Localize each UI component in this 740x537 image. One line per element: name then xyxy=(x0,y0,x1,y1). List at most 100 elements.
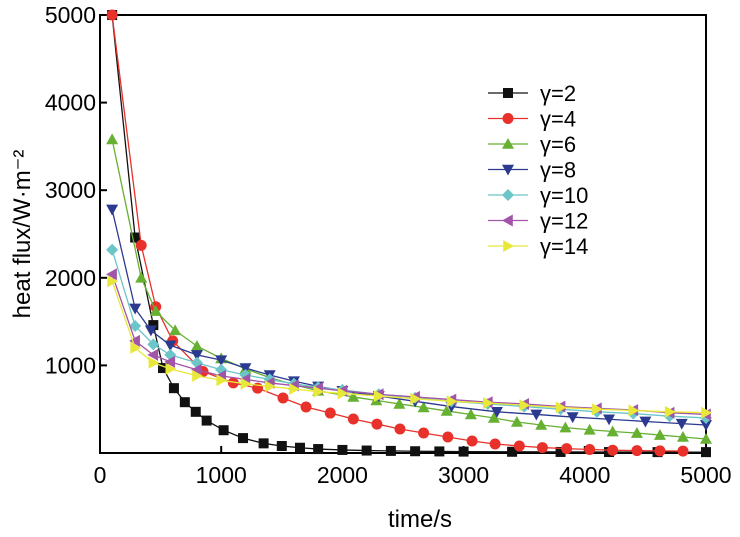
data-point xyxy=(440,404,453,416)
series-line xyxy=(111,281,707,414)
x-tick-label: 4000 xyxy=(559,462,610,488)
data-point xyxy=(347,390,360,402)
data-point xyxy=(135,239,147,251)
legend-marker xyxy=(503,240,514,252)
data-point xyxy=(394,423,406,435)
legend-label: γ=8 xyxy=(540,158,576,183)
data-point xyxy=(701,406,712,419)
data-point xyxy=(135,271,148,283)
legend-item: γ=6 xyxy=(488,132,576,157)
data-point xyxy=(264,380,276,393)
data-point xyxy=(129,303,142,315)
data-point xyxy=(490,407,503,418)
series-line xyxy=(111,14,706,453)
x-tick-label: 3000 xyxy=(438,462,489,488)
data-point xyxy=(566,412,579,424)
data-point xyxy=(530,409,543,421)
legend-marker xyxy=(502,164,514,176)
data-point xyxy=(519,399,531,412)
data-point xyxy=(675,418,688,430)
data-point xyxy=(583,423,596,435)
data-point xyxy=(483,397,494,410)
legend-item: γ=2 xyxy=(488,81,576,106)
series-group xyxy=(106,9,712,458)
data-point xyxy=(148,356,160,369)
data-point xyxy=(417,401,430,413)
data-point xyxy=(106,243,119,256)
data-point xyxy=(227,377,239,389)
data-point xyxy=(276,440,287,451)
legend-item: γ=14 xyxy=(488,234,588,259)
data-point xyxy=(555,401,567,414)
x-axis-label: time/s xyxy=(388,506,452,532)
data-point xyxy=(373,390,385,403)
data-point xyxy=(337,444,348,455)
data-point xyxy=(164,340,177,352)
data-point xyxy=(676,430,689,442)
data-point xyxy=(700,420,712,431)
data-point xyxy=(559,421,572,433)
data-point xyxy=(258,438,269,449)
data-point xyxy=(393,397,406,409)
data-point xyxy=(464,408,477,420)
y-tick-label: 1000 xyxy=(45,352,96,378)
data-point xyxy=(313,385,325,398)
data-point xyxy=(371,418,383,430)
data-point xyxy=(631,445,643,457)
data-point xyxy=(561,443,573,455)
data-point xyxy=(628,404,640,417)
plot-frame xyxy=(99,14,707,454)
series-6 xyxy=(106,133,712,444)
data-point xyxy=(555,446,566,457)
y-tick-label: 3000 xyxy=(45,177,96,203)
data-point xyxy=(347,413,359,425)
legend-item: γ=12 xyxy=(488,209,588,234)
data-point xyxy=(536,442,548,454)
data-point xyxy=(239,363,252,375)
data-point xyxy=(190,340,203,351)
data-point xyxy=(190,363,202,376)
data-point xyxy=(149,305,162,316)
data-point xyxy=(218,425,229,436)
data-point xyxy=(466,435,478,447)
legend-label: γ=10 xyxy=(540,183,588,208)
data-point xyxy=(148,320,159,331)
data-point xyxy=(130,232,141,243)
data-point xyxy=(434,446,445,457)
data-point xyxy=(324,407,336,419)
series-14 xyxy=(107,275,712,419)
data-point xyxy=(654,445,666,457)
data-point xyxy=(201,415,212,426)
data-point xyxy=(238,433,249,444)
data-point xyxy=(106,204,119,216)
data-point xyxy=(165,362,177,375)
data-point xyxy=(168,383,179,394)
legend-label: γ=6 xyxy=(540,132,576,157)
data-point xyxy=(385,445,396,456)
data-point xyxy=(289,383,300,396)
x-tick-label: 1000 xyxy=(196,462,247,488)
data-point xyxy=(603,414,616,426)
data-point xyxy=(584,443,596,455)
data-point xyxy=(144,325,157,337)
data-point xyxy=(507,446,518,457)
data-point xyxy=(418,427,430,439)
legend: γ=2γ=4γ=6γ=8γ=10γ=12γ=14 xyxy=(488,81,588,259)
data-point xyxy=(535,418,548,430)
series-line xyxy=(111,139,707,440)
data-point xyxy=(277,392,289,404)
legend-label: γ=12 xyxy=(540,209,588,234)
data-point xyxy=(147,348,159,361)
legend-label: γ=4 xyxy=(540,107,576,132)
data-point xyxy=(192,369,203,382)
data-point xyxy=(215,355,228,367)
legend-marker xyxy=(502,138,514,149)
data-point xyxy=(147,338,160,351)
data-point xyxy=(410,392,422,405)
data-point xyxy=(510,415,523,427)
data-point xyxy=(442,431,454,443)
data-point xyxy=(106,268,117,281)
legend-marker xyxy=(503,88,513,98)
data-point xyxy=(107,275,119,288)
data-point xyxy=(240,377,252,390)
